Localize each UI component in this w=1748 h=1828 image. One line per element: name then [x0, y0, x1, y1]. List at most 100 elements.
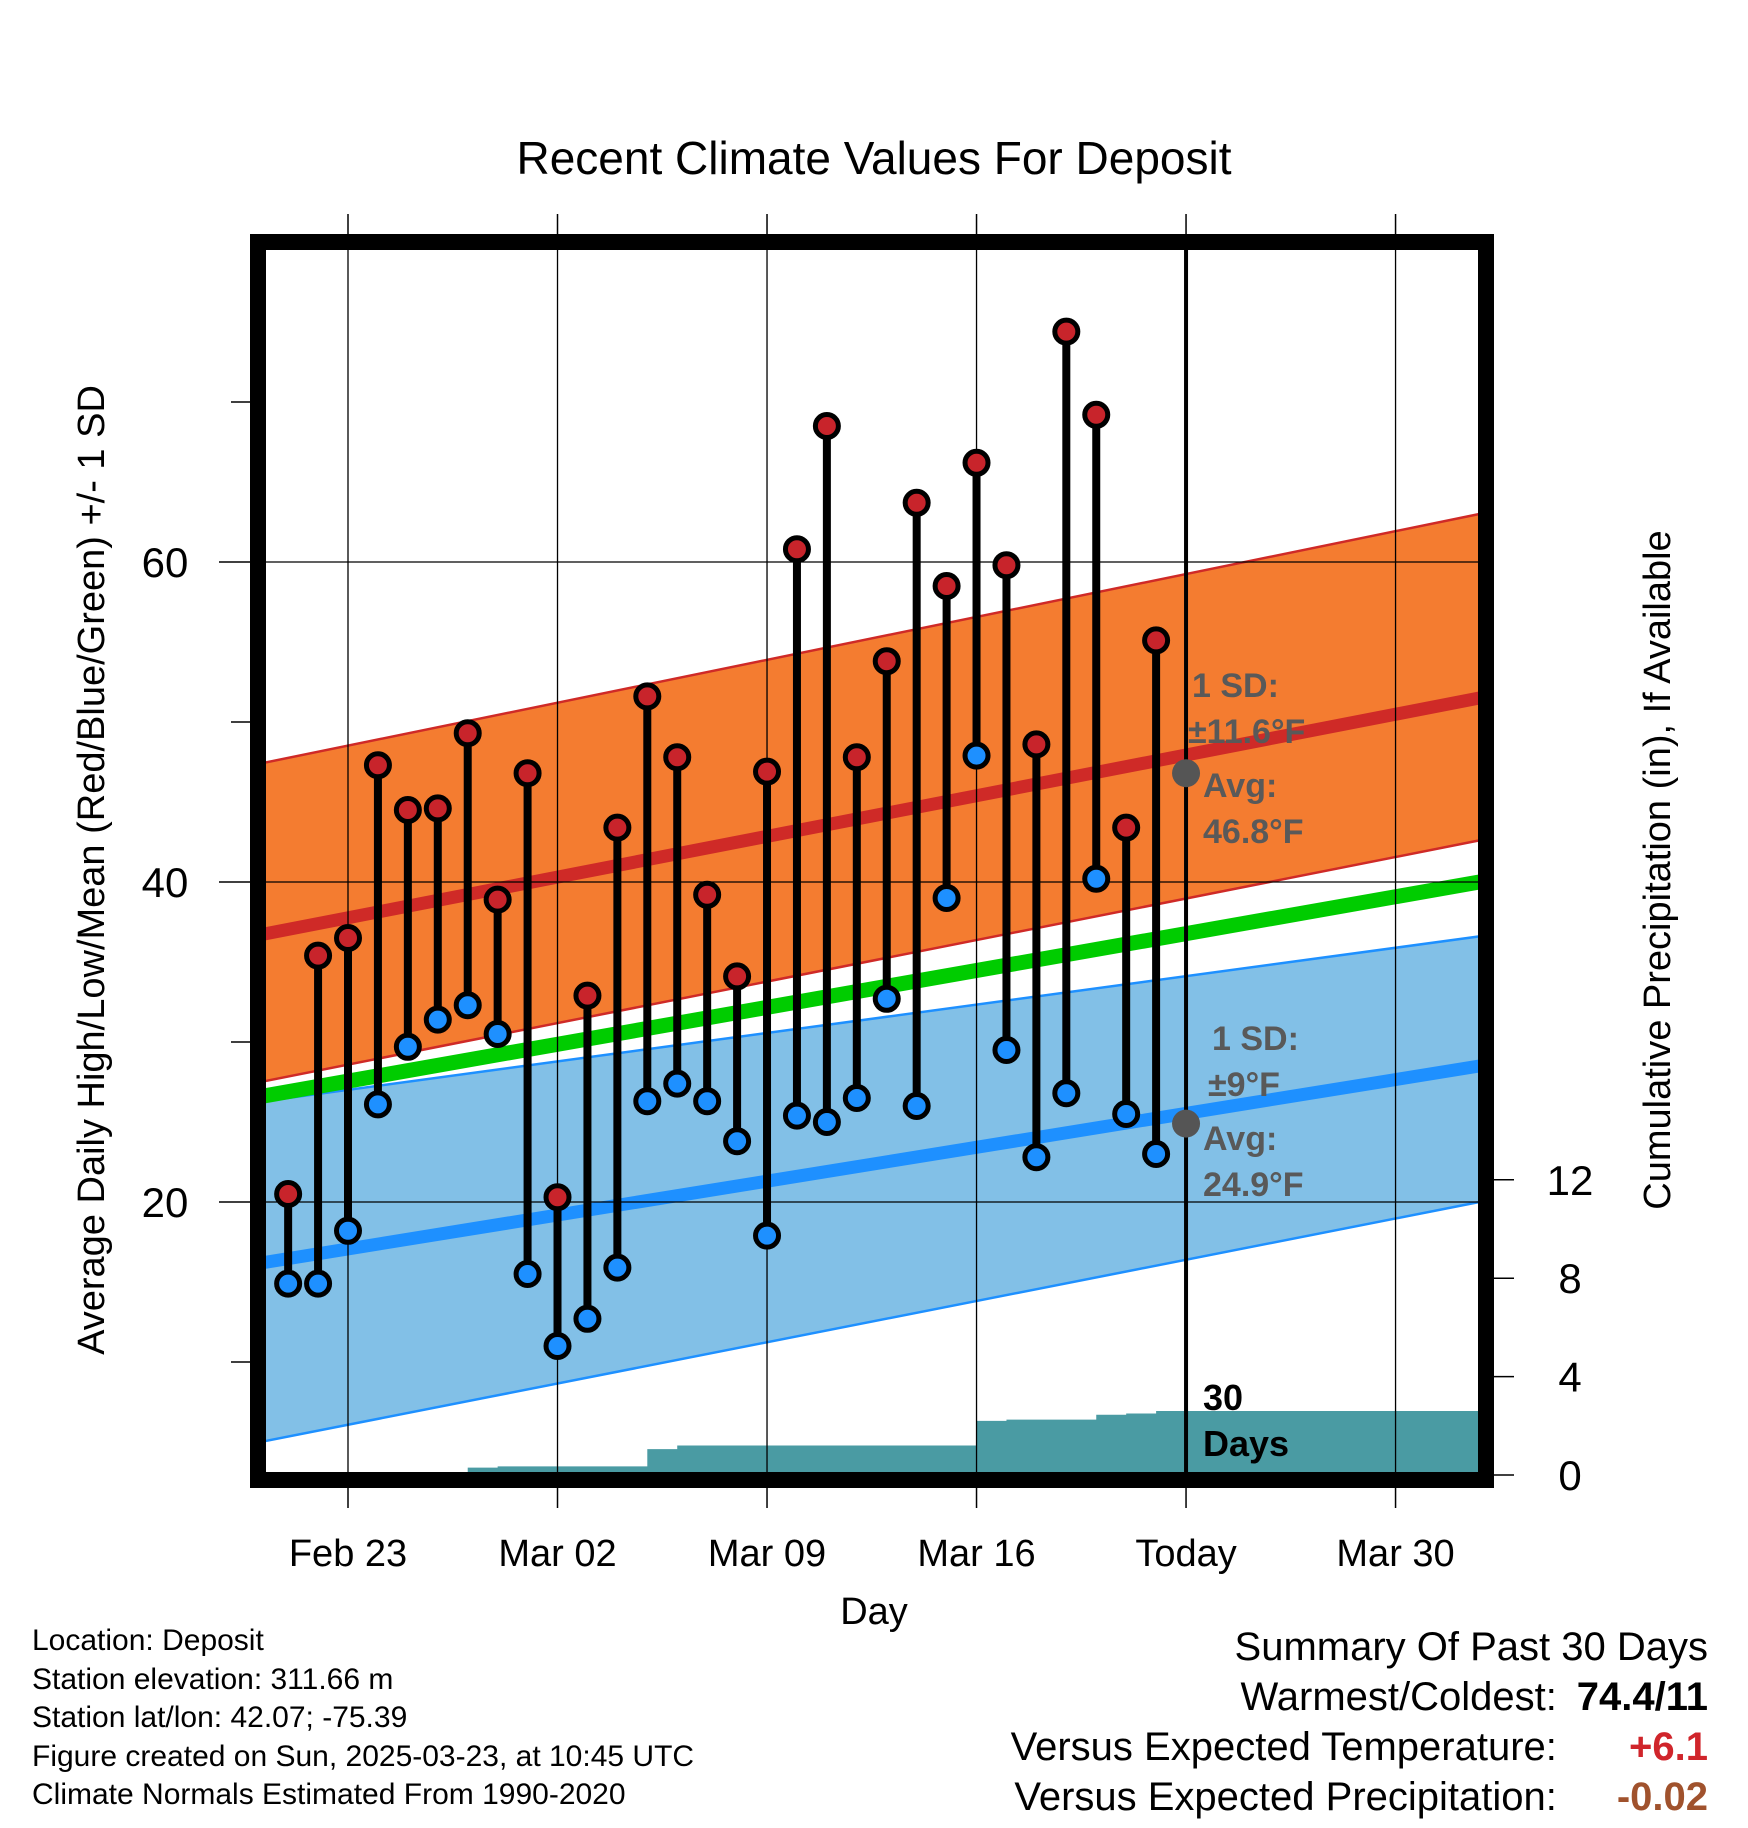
low-sd-label: 1 SD: [1212, 1020, 1299, 1058]
high-point [872, 647, 901, 676]
low-point [363, 1090, 392, 1119]
low-point [872, 984, 901, 1013]
high-point [992, 551, 1021, 580]
high-point [753, 757, 782, 786]
high-point [902, 488, 931, 517]
high-point [663, 743, 692, 772]
low-point [1142, 1140, 1171, 1168]
y2-tick-label: 0 [1558, 1452, 1581, 1499]
x-tick-label: Today [1135, 1533, 1236, 1575]
high-point [483, 885, 512, 914]
high-point [603, 813, 632, 842]
low-point [1112, 1100, 1141, 1128]
y-tick-label: 60 [142, 539, 189, 586]
low-point [753, 1221, 782, 1250]
temp-value: +6.1 [1629, 1725, 1708, 1769]
low-avg-label: Avg: [1203, 1120, 1277, 1158]
high-point [1112, 813, 1141, 842]
low-point [483, 1020, 512, 1048]
normal-mean-line [263, 874, 1481, 1104]
high-point [1052, 317, 1081, 346]
x-tick-label: Mar 09 [708, 1533, 826, 1575]
low-point [932, 884, 961, 912]
low-point [992, 1036, 1021, 1064]
high-sd-band [263, 514, 1480, 1082]
precip-area [288, 1411, 1480, 1475]
low-point [723, 1127, 752, 1156]
x-axis-label: Day [840, 1591, 908, 1633]
precip-value: -0.02 [1616, 1775, 1708, 1819]
normals-text: Climate Normals Estimated From 1990-2020 [32, 1778, 626, 1811]
high-point [1022, 730, 1051, 759]
low-point [782, 1101, 811, 1130]
high-point [723, 962, 752, 991]
y2-tick-label: 12 [1547, 1157, 1594, 1204]
low-point [902, 1092, 931, 1120]
low-point [513, 1260, 542, 1288]
high-point [932, 572, 961, 600]
low-point [573, 1304, 602, 1333]
y-tick-label: 40 [142, 859, 189, 906]
high-sd-value: ±11.6°F [1188, 713, 1305, 751]
normal-low-line [263, 1059, 1481, 1270]
high-point [812, 412, 841, 440]
high-avg-label: Avg: [1203, 767, 1277, 805]
x-tick-label: Mar 16 [917, 1533, 1035, 1575]
high-avg-value: 46.8°F [1203, 813, 1304, 851]
today-high-avg-marker [1172, 759, 1201, 788]
low-point [633, 1087, 662, 1116]
high-point [1082, 400, 1111, 429]
high-lower-line [263, 839, 1480, 1083]
low-lower-line [263, 1200, 1480, 1443]
high-point [962, 448, 991, 477]
low-point [962, 741, 991, 770]
low-point [663, 1069, 692, 1098]
high-point [363, 751, 392, 780]
y2-axis-label: Cumulative Precipitation (in), If Availa… [1637, 530, 1679, 1209]
plot-interior [263, 247, 1481, 1475]
low-point [543, 1332, 572, 1360]
warm-cold-value: 74.4/11 [1576, 1675, 1708, 1719]
high-point [393, 796, 422, 824]
low-point [603, 1253, 632, 1282]
high-upper-line [263, 512, 1480, 765]
warm-cold-label: Warmest/Coldest: [1240, 1675, 1557, 1719]
high-point [423, 794, 452, 823]
high-point [334, 924, 362, 952]
high-point [513, 759, 542, 788]
normal-high-line [263, 691, 1481, 941]
summary-warm-cold: Warmest/Coldest: 74.4/11 [1011, 1672, 1709, 1722]
low-avg-value: 24.9°F [1203, 1166, 1304, 1204]
temp-label: Versus Expected Temperature: [1010, 1725, 1557, 1769]
high-point [633, 682, 662, 711]
high-point [1142, 626, 1171, 655]
precip-label: Versus Expected Precipitation: [1014, 1775, 1557, 1819]
low-point [393, 1032, 422, 1061]
latlon-text: Station lat/lon: 42.07; -75.39 [32, 1701, 408, 1734]
low-point [423, 1005, 452, 1034]
low-point [842, 1084, 871, 1112]
summary-panel: Summary Of Past 30 Days Warmest/Coldest:… [1011, 1622, 1708, 1822]
low-point [693, 1087, 722, 1116]
high-point [782, 535, 811, 564]
high-point [842, 743, 871, 772]
low-point [304, 1269, 333, 1298]
low-point [812, 1108, 841, 1136]
x-tick-label: Mar 30 [1336, 1533, 1454, 1575]
days-count-number: 30 [1203, 1377, 1243, 1418]
plot-area: 1 SD: ±11.6°F Avg: 46.8°F 1 SD: ±9°F Avg: 24.9°… [142, 214, 1594, 1575]
today-low-avg-marker [1172, 1109, 1201, 1138]
location-text: Location: Deposit [32, 1624, 264, 1657]
low-point [1022, 1143, 1051, 1172]
station-info: Location: Deposit Station elevation: 311… [32, 1622, 694, 1815]
high-point [453, 719, 482, 748]
days-count-word: Days [1203, 1423, 1289, 1464]
low-point [1052, 1079, 1081, 1108]
elevation-text: Station elevation: 311.66 m [32, 1662, 394, 1696]
summary-precip: Versus Expected Precipitation: -0.02 [1011, 1772, 1708, 1822]
low-point [334, 1216, 362, 1245]
y-tick-label: 20 [142, 1179, 189, 1226]
high-point [274, 1180, 303, 1208]
low-sd-value: ±9°F [1208, 1066, 1280, 1104]
